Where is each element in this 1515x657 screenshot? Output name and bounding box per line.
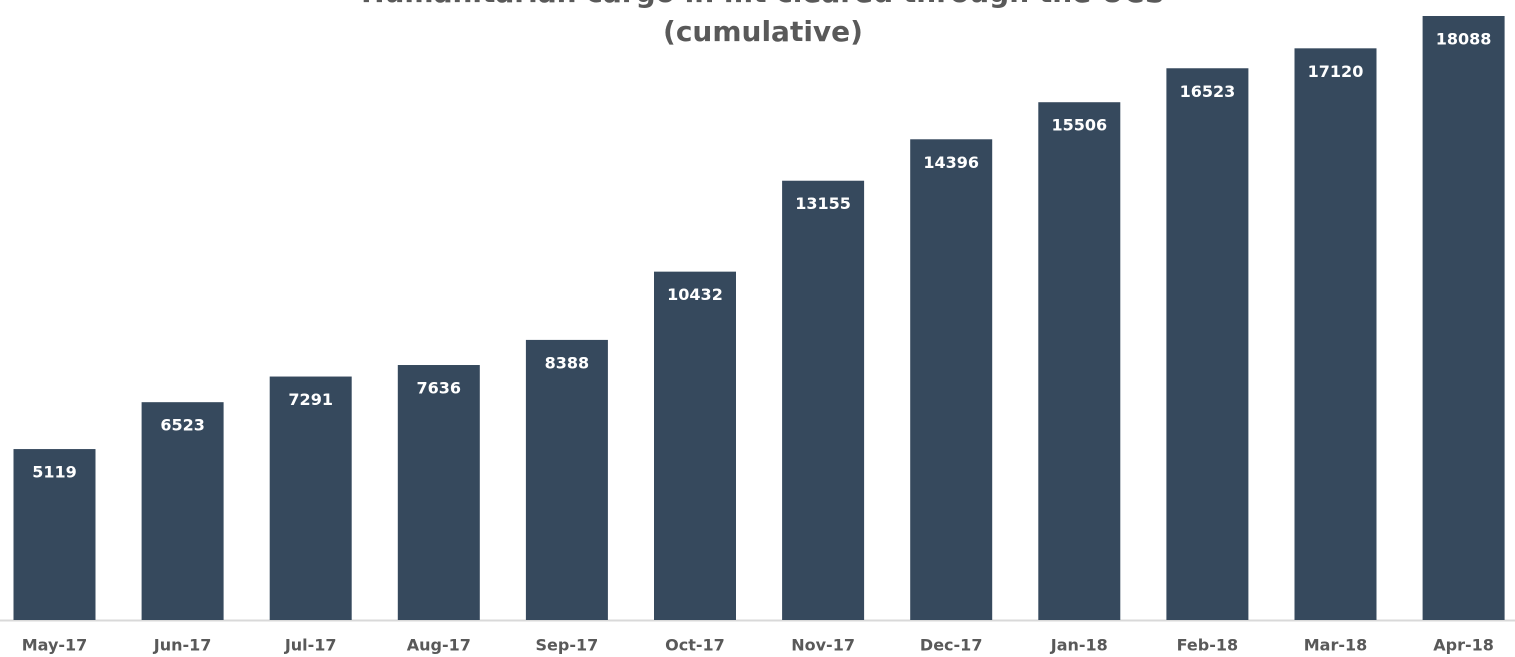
bar: [141, 402, 224, 620]
value-label: 13155: [795, 194, 851, 213]
bar: [1038, 102, 1121, 620]
x-tick-label: Dec-17: [920, 636, 983, 655]
bar: [654, 271, 736, 620]
value-label: 16523: [1180, 82, 1236, 101]
chart-title: Humanitarian cargo in mt cleared through…: [361, 0, 1165, 9]
value-label: 5119: [32, 463, 77, 482]
value-label: 10432: [667, 285, 723, 304]
x-tick-label: May-17: [22, 636, 88, 655]
x-tick-label: Jan-18: [1050, 636, 1108, 655]
x-tick-label: Feb-18: [1177, 636, 1239, 655]
value-label: 18088: [1436, 30, 1492, 49]
chart-title: (cumulative): [663, 15, 863, 48]
bar: [525, 339, 608, 620]
bar: [1422, 16, 1505, 620]
bar: [269, 376, 352, 620]
value-label: 17120: [1308, 62, 1364, 81]
value-label: 14396: [923, 153, 979, 172]
x-tick-label: Jul-17: [284, 636, 337, 655]
x-tick-label: Apr-18: [1433, 636, 1494, 655]
x-tick-label: Oct-17: [665, 636, 725, 655]
bar: [910, 139, 993, 620]
bar: [397, 365, 480, 620]
bar: [1166, 68, 1249, 620]
x-tick-label: Aug-17: [407, 636, 471, 655]
bar: [1294, 48, 1377, 621]
x-tick-label: Jun-17: [153, 636, 212, 655]
value-label: 7291: [288, 390, 333, 409]
x-tick-label: Mar-18: [1304, 636, 1368, 655]
bar: [13, 449, 96, 620]
value-label: 6523: [160, 416, 205, 435]
x-tick-label: Nov-17: [791, 636, 855, 655]
x-tick-label: Sep-17: [536, 636, 599, 655]
bar: [782, 180, 865, 620]
value-label: 8388: [545, 353, 590, 372]
value-label: 15506: [1051, 116, 1107, 135]
value-label: 7636: [417, 379, 462, 398]
